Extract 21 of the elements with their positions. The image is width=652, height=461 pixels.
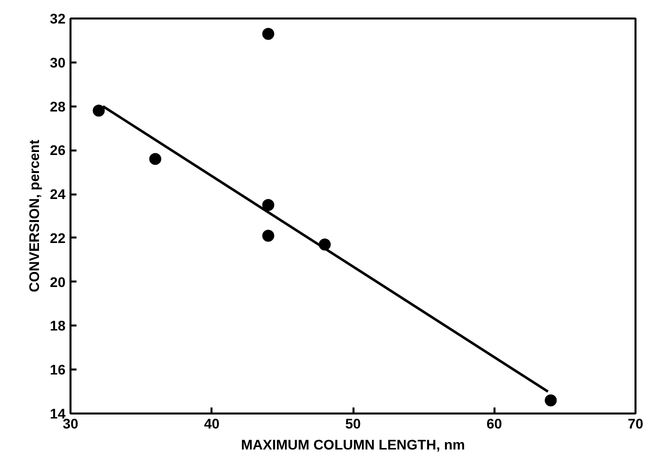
y-tick-label: 18 [50,318,66,334]
point [544,394,557,406]
point [262,28,274,40]
y-tick-label: 22 [50,230,66,246]
point [262,199,274,212]
x-tick-label: 70 [628,416,644,432]
x-tick-label: 50 [345,416,361,432]
x-tick-label: 40 [204,416,220,432]
y-tick-label: 24 [50,186,66,202]
y-tick-label: 20 [50,274,66,290]
y-axis-title: CONVERSION, percent [26,139,42,292]
y-tick-label: 32 [50,10,66,26]
x-tick-label: 60 [486,416,502,432]
y-tick-label: 16 [50,362,66,378]
point [92,104,105,117]
point [262,230,274,242]
y-tick-label: 26 [50,142,66,158]
x-axis-title: MAXIMUM COLUMN LENGTH, nm [241,436,465,452]
point [149,152,162,165]
y-tick-label: 28 [50,98,66,114]
y-tick-label: 30 [50,54,66,70]
